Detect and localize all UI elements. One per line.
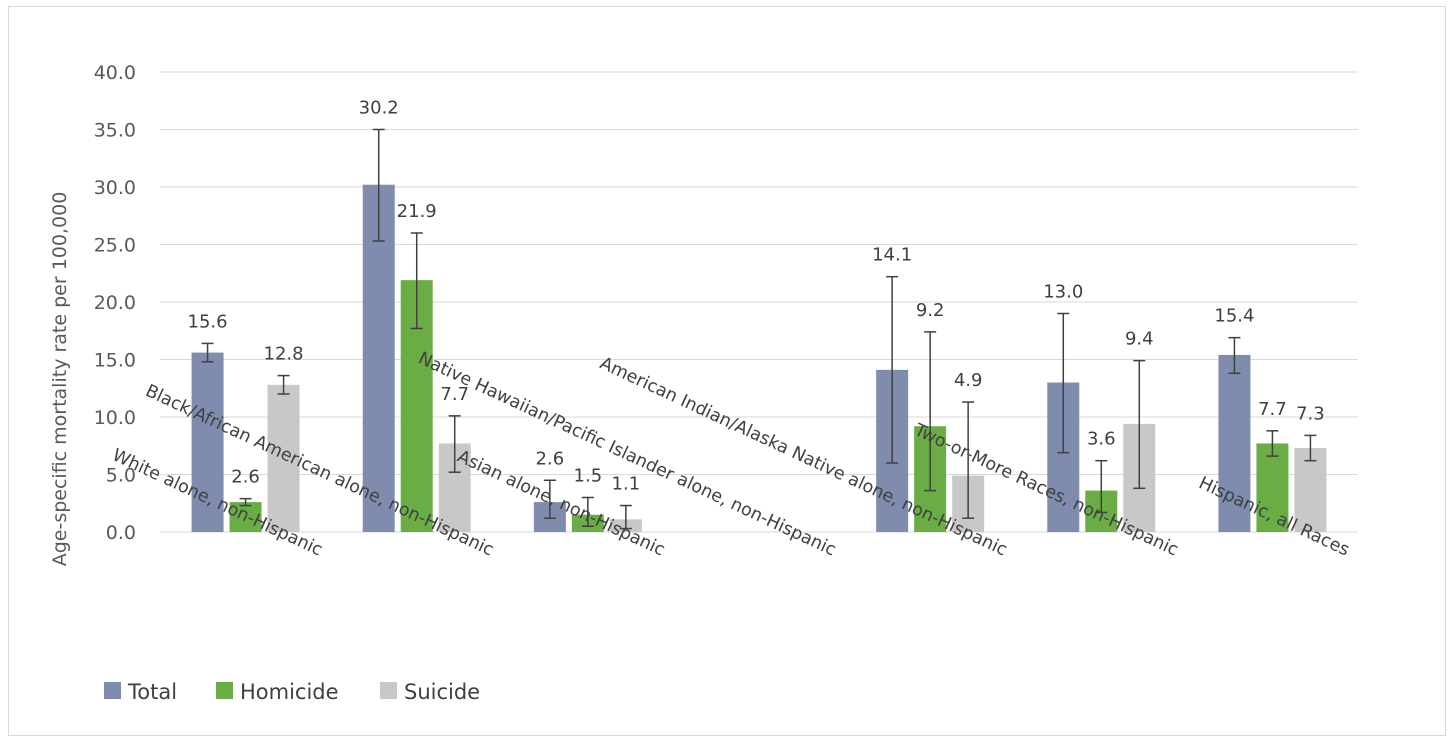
data-label-suicide: 12.8	[264, 344, 304, 365]
data-label-homicide: 21.9	[397, 201, 437, 222]
data-label-homicide: 3.6	[1087, 429, 1116, 450]
y-tick-label: 15.0	[94, 350, 136, 372]
legend-swatch-total	[104, 682, 121, 699]
bar-homicide	[1256, 443, 1289, 532]
y-tick-label: 35.0	[94, 120, 136, 142]
legend-label-suicide: Suicide	[404, 680, 480, 704]
bar-suicide	[1294, 448, 1327, 532]
chart-frame	[8, 6, 1446, 736]
data-label-total: 15.4	[1214, 306, 1254, 327]
y-tick-label: 10.0	[94, 407, 136, 429]
bar-total	[1218, 354, 1251, 532]
data-label-total: 2.6	[536, 448, 565, 469]
data-label-homicide: 7.7	[1258, 399, 1287, 420]
legend: Total Homicide Suicide	[104, 680, 480, 704]
data-label-total: 15.6	[188, 311, 228, 332]
data-label-total: 13.0	[1043, 282, 1083, 303]
y-tick-label: 40.0	[94, 62, 136, 84]
y-tick-label: 25.0	[94, 235, 136, 257]
data-label-suicide: 1.1	[612, 474, 641, 495]
data-label-suicide: 4.9	[954, 370, 983, 391]
gridlines	[160, 71, 1358, 533]
data-label-total: 14.1	[872, 245, 912, 266]
data-label-suicide: 9.4	[1125, 329, 1154, 350]
bar-suicide	[267, 384, 300, 532]
legend-label-total: Total	[127, 680, 177, 704]
legend-label-homicide: Homicide	[240, 680, 339, 704]
data-label-suicide: 7.7	[440, 384, 469, 405]
data-label-homicide: 2.6	[231, 467, 260, 488]
error-bars	[201, 128, 1317, 530]
data-label-total: 30.2	[359, 98, 399, 119]
bar-total	[191, 352, 224, 532]
legend-swatch-suicide	[380, 682, 397, 699]
y-tick-label: 20.0	[94, 292, 136, 314]
data-labels: 15.6 30.2 2.6 14.1 13.0 15.4 2.6 21.9 1.5 9.2 3.6 7…	[188, 98, 1325, 495]
data-label-homicide: 1.5	[574, 466, 603, 487]
y-tick-label: 5.0	[106, 465, 136, 487]
y-tick-label: 0.0	[106, 522, 136, 544]
data-label-suicide: 7.3	[1296, 403, 1325, 424]
y-axis-ticks: 0.0 5.0 10.0 15.0 20.0 25.0 30.0 35.0 40.0	[94, 62, 136, 544]
y-axis-title: Age-specific mortality rate per 100,000	[49, 192, 71, 567]
y-tick-label: 30.0	[94, 177, 136, 199]
data-label-homicide: 9.2	[916, 300, 945, 321]
bar-homicide	[229, 502, 262, 532]
legend-swatch-homicide	[216, 682, 233, 699]
bar-total	[362, 184, 395, 532]
